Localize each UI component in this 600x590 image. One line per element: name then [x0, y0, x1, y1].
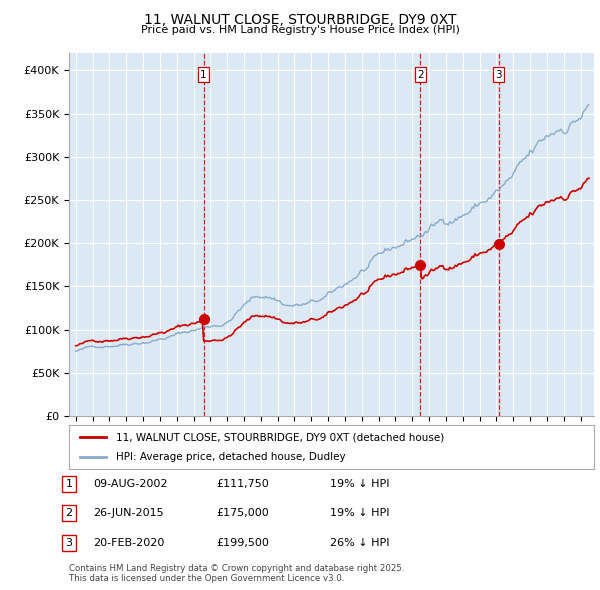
Text: 1: 1	[200, 70, 207, 80]
Text: 11, WALNUT CLOSE, STOURBRIDGE, DY9 0XT (detached house): 11, WALNUT CLOSE, STOURBRIDGE, DY9 0XT (…	[116, 432, 445, 442]
Text: 2: 2	[65, 509, 73, 518]
Text: 2: 2	[417, 70, 424, 80]
Text: 19% ↓ HPI: 19% ↓ HPI	[330, 479, 389, 489]
Text: 20-FEB-2020: 20-FEB-2020	[93, 538, 164, 548]
Text: Contains HM Land Registry data © Crown copyright and database right 2025.
This d: Contains HM Land Registry data © Crown c…	[69, 563, 404, 583]
Text: 26-JUN-2015: 26-JUN-2015	[93, 509, 164, 518]
Text: Price paid vs. HM Land Registry's House Price Index (HPI): Price paid vs. HM Land Registry's House …	[140, 25, 460, 35]
Text: 09-AUG-2002: 09-AUG-2002	[93, 479, 167, 489]
Text: 1: 1	[65, 479, 73, 489]
Text: HPI: Average price, detached house, Dudley: HPI: Average price, detached house, Dudl…	[116, 452, 346, 461]
Text: £111,750: £111,750	[216, 479, 269, 489]
Text: 3: 3	[65, 538, 73, 548]
Text: 11, WALNUT CLOSE, STOURBRIDGE, DY9 0XT: 11, WALNUT CLOSE, STOURBRIDGE, DY9 0XT	[144, 13, 456, 27]
Text: 26% ↓ HPI: 26% ↓ HPI	[330, 538, 389, 548]
Text: £199,500: £199,500	[216, 538, 269, 548]
Text: 19% ↓ HPI: 19% ↓ HPI	[330, 509, 389, 518]
Text: £175,000: £175,000	[216, 509, 269, 518]
Text: 3: 3	[495, 70, 502, 80]
